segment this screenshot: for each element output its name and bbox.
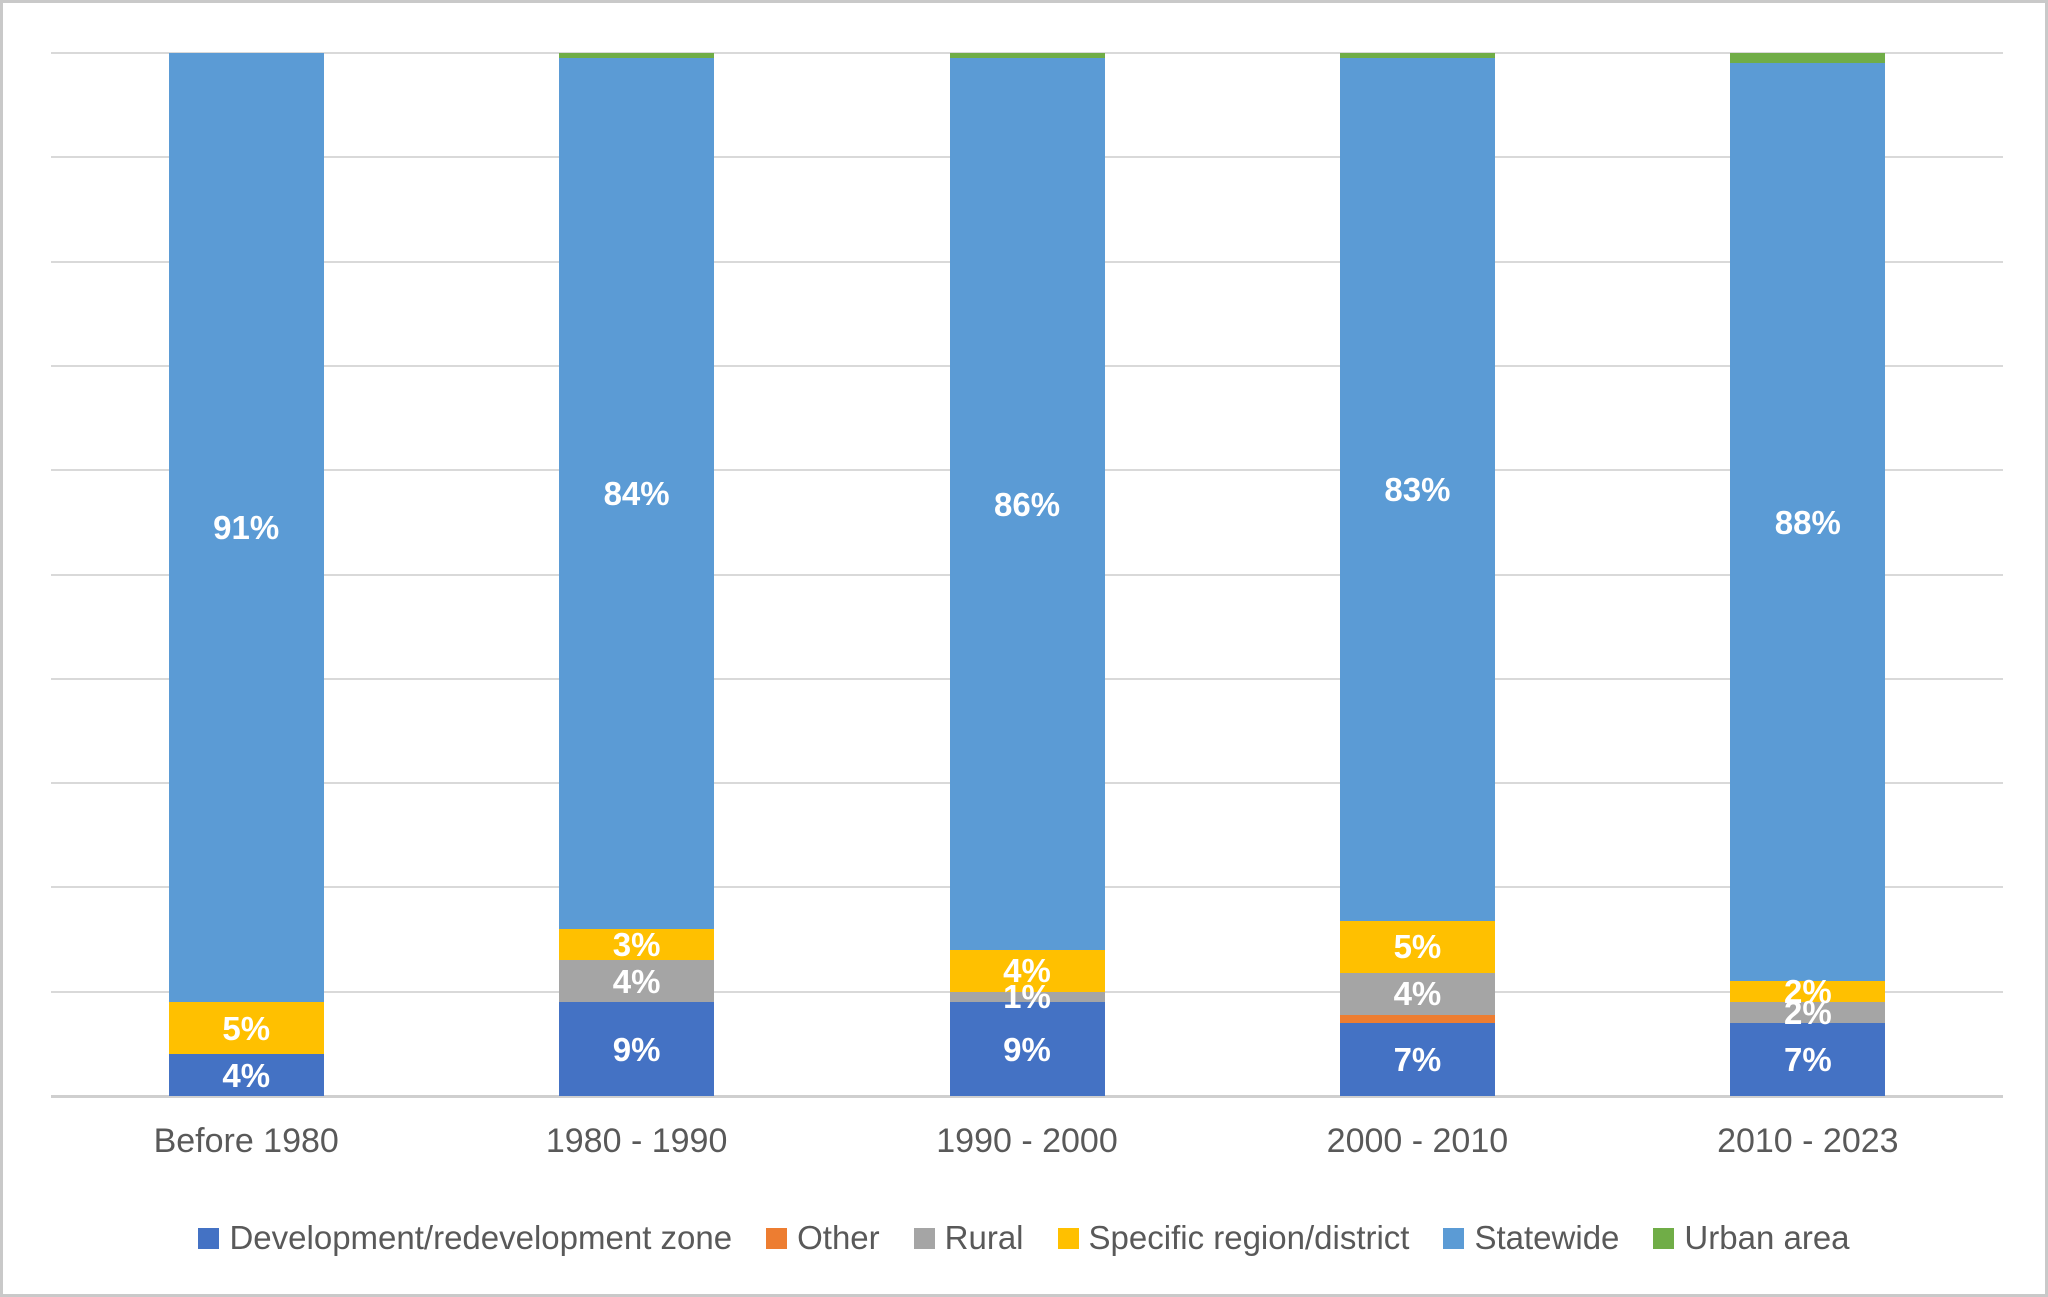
segment-statewide: 84% xyxy=(559,58,715,930)
stacked-bar-before-1980: 91% 5% 4% xyxy=(168,53,324,1096)
data-label: 88% xyxy=(1774,503,1841,541)
legend-item-other: Other xyxy=(766,1219,880,1257)
data-label: 5% xyxy=(222,1009,271,1047)
segment-statewide: 88% xyxy=(1730,63,1886,982)
segment-specific-region-district: 4% xyxy=(949,949,1105,992)
segment-development-redevelopment-zone: 9% xyxy=(559,1002,715,1096)
data-label: 7% xyxy=(1393,1040,1442,1078)
x-axis: Before 1980 1980 - 1990 1990 - 2000 2000… xyxy=(51,1111,2003,1171)
data-label: 4% xyxy=(1003,952,1051,990)
bar-slot-1980-1990: 84% 3% 4% 9% xyxy=(441,53,831,1096)
data-label: 83% xyxy=(1384,470,1451,508)
legend-label: Statewide xyxy=(1474,1219,1620,1256)
segment-urban-area xyxy=(559,53,715,59)
legend-item-development-redevelopment-zone: Development/redevelopment zone xyxy=(198,1219,732,1257)
data-label: 91% xyxy=(213,509,280,547)
legend-label: Development/redevelopment zone xyxy=(229,1219,733,1256)
segment-specific-region-district: 5% xyxy=(168,1002,324,1055)
data-label: 2% xyxy=(1783,994,1832,1032)
legend-item-specific-region-district: Specific region/district xyxy=(1057,1219,1410,1257)
stacked-bar-2010-2023: 88% 2% 2% 7% xyxy=(1730,53,1886,1096)
segment-specific-region-district: 2% xyxy=(1730,975,1886,1008)
legend-swatch-icon xyxy=(766,1227,788,1249)
x-axis-label: 2000 - 2010 xyxy=(1326,1121,1509,1160)
legend-swatch-icon xyxy=(1443,1227,1465,1249)
bar-slot-2010-2023: 88% 2% 2% 7% xyxy=(1613,53,2003,1096)
data-label: 2% xyxy=(1783,973,1832,1011)
segment-development-redevelopment-zone: 7% xyxy=(1339,1022,1495,1096)
legend-item-statewide: Statewide xyxy=(1443,1219,1619,1257)
legend-swatch-icon xyxy=(1057,1227,1079,1249)
legend-label: Rural xyxy=(944,1219,1024,1256)
segment-rural: 4% xyxy=(559,960,715,1003)
segment-statewide: 91% xyxy=(168,53,324,1003)
stacked-bar-2000-2010: 83% 5% 4% 7% xyxy=(1339,53,1495,1096)
segment-statewide: 83% xyxy=(1339,58,1495,921)
legend-label: Urban area xyxy=(1684,1219,1850,1256)
legend-swatch-icon xyxy=(198,1227,220,1249)
segment-rural: 1% xyxy=(949,980,1105,1013)
data-label: 9% xyxy=(1003,1030,1051,1068)
legend-swatch-icon xyxy=(1653,1227,1675,1249)
segment-other xyxy=(1339,1014,1495,1023)
segment-development-redevelopment-zone: 9% xyxy=(949,1002,1105,1096)
stacked-bar-1990-2000: 86% 4% 1% 9% xyxy=(949,53,1105,1096)
legend-label: Specific region/district xyxy=(1088,1219,1410,1256)
segment-development-redevelopment-zone: 7% xyxy=(1730,1022,1886,1096)
legend-item-rural: Rural xyxy=(913,1219,1024,1257)
data-label: 7% xyxy=(1783,1040,1832,1078)
legend-label: Other xyxy=(797,1219,880,1256)
legend-item-urban-area: Urban area xyxy=(1653,1219,1850,1257)
segment-rural: 2% xyxy=(1730,996,1886,1029)
x-axis-label: 2010 - 2023 xyxy=(1717,1121,1899,1160)
x-axis-line xyxy=(51,1095,2003,1098)
segment-statewide: 86% xyxy=(949,58,1105,950)
segment-urban-area xyxy=(949,53,1105,59)
data-label: 86% xyxy=(993,485,1061,523)
data-label: 1% xyxy=(1003,978,1051,1016)
segment-development-redevelopment-zone: 4% xyxy=(168,1054,324,1096)
bars-row: 91% 5% 4% 84% 3% 4% 9% 86% 4% 1% 9% 83% 5% 4% 7% 88% 2% 2… xyxy=(51,53,2003,1096)
x-axis-label: 1990 - 2000 xyxy=(936,1121,1118,1160)
segment-urban-area xyxy=(1339,53,1495,59)
data-label: 5% xyxy=(1393,928,1442,966)
segment-urban-area xyxy=(1730,53,1886,64)
data-label: 4% xyxy=(1393,975,1442,1013)
data-label: 4% xyxy=(612,962,661,1000)
data-label: 84% xyxy=(603,475,670,513)
segment-specific-region-district: 5% xyxy=(1339,920,1495,973)
legend: Development/redevelopment zone Other Rural… xyxy=(3,1206,2045,1270)
data-label: 4% xyxy=(222,1056,271,1094)
stacked-bar-1980-1990: 84% 3% 4% 9% xyxy=(559,53,715,1096)
data-label: 3% xyxy=(612,926,661,964)
bar-slot-before-1980: 91% 5% 4% xyxy=(51,53,441,1096)
x-axis-label: Before 1980 xyxy=(153,1121,339,1160)
segment-rural: 4% xyxy=(1339,972,1495,1015)
segment-specific-region-district: 3% xyxy=(559,926,715,964)
data-label: 9% xyxy=(612,1030,661,1068)
legend-swatch-icon xyxy=(913,1227,935,1249)
plot-area: 91% 5% 4% 84% 3% 4% 9% 86% 4% 1% 9% 83% 5% 4% 7% 88% 2% 2… xyxy=(51,52,2003,1098)
x-axis-label: 1980 - 1990 xyxy=(545,1121,728,1160)
bar-slot-1990-2000: 86% 4% 1% 9% xyxy=(832,53,1222,1096)
bar-slot-2000-2010: 83% 5% 4% 7% xyxy=(1222,53,1612,1096)
